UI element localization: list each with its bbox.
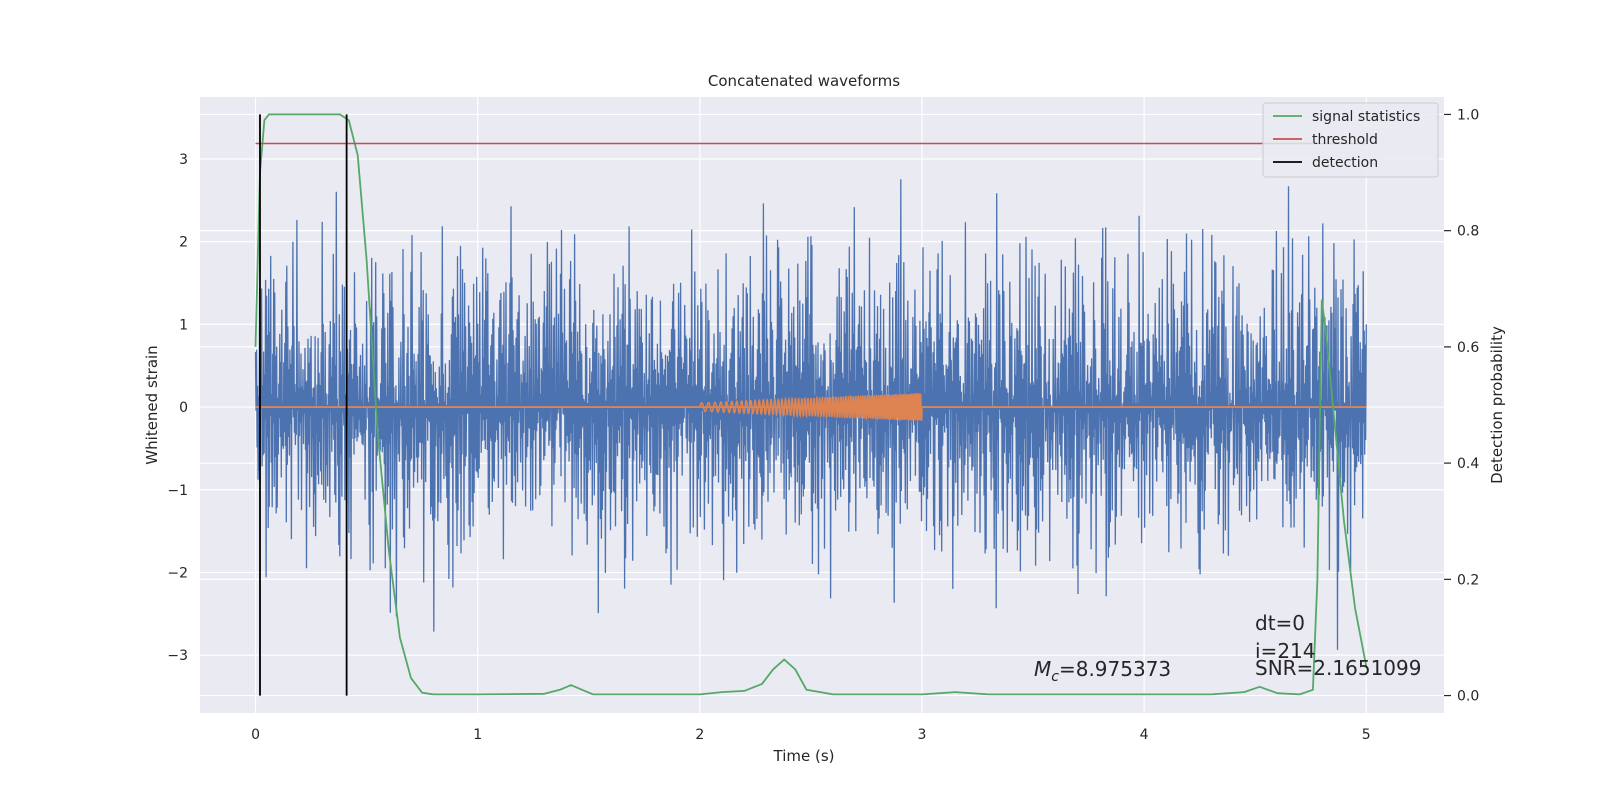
x-tick-label: 1 bbox=[473, 727, 482, 743]
signal-statistics-line bbox=[254, 113, 1368, 696]
x-axis-label: Time (s) bbox=[773, 747, 835, 765]
y-tick-label: −1 bbox=[167, 483, 188, 499]
mc-symbol: M bbox=[1034, 657, 1051, 681]
detection-lines bbox=[259, 114, 348, 696]
x-tick-label: 2 bbox=[695, 727, 704, 743]
y-right-tick-label: 0.4 bbox=[1457, 456, 1479, 472]
chart-title: Concatenated waveforms bbox=[708, 72, 900, 90]
legend-label-threshold: threshold bbox=[1312, 132, 1378, 148]
signal-statistics-series bbox=[254, 113, 1368, 696]
whitened-strain-line bbox=[254, 179, 1367, 650]
y-tick-label: −2 bbox=[167, 565, 188, 581]
y-tick-label: 1 bbox=[179, 317, 188, 333]
x-tick-label: 5 bbox=[1362, 727, 1371, 743]
x-tick-label: 3 bbox=[918, 727, 927, 743]
legend-label-signal-statistics: signal statistics bbox=[1312, 109, 1420, 125]
y-right-tick-label: 0.6 bbox=[1457, 340, 1479, 356]
y-right-tick-label: 1.0 bbox=[1457, 107, 1479, 123]
y-right-tick-label: 0.0 bbox=[1457, 689, 1479, 705]
legend-box bbox=[1262, 102, 1439, 178]
y-tick-label: 0 bbox=[179, 400, 188, 416]
x-tick-label: 0 bbox=[251, 727, 260, 743]
chirp-waveform-series bbox=[255, 392, 1367, 423]
index-annotation: i=214 bbox=[1255, 639, 1316, 663]
y-tick-label: 2 bbox=[179, 235, 188, 251]
dt-annotation: dt=0 bbox=[1255, 611, 1305, 635]
mc-value: =8.975373 bbox=[1059, 657, 1171, 681]
y-axis-label: Whitened strain bbox=[143, 345, 161, 464]
y-right-tick-label: 0.8 bbox=[1457, 224, 1479, 240]
chirp-mass-annotation: Mc=8.975373 bbox=[1034, 657, 1171, 685]
y-right-axis-label: Detection probability bbox=[1488, 326, 1506, 484]
x-tick-label: 4 bbox=[1140, 727, 1149, 743]
legend: signal statistics threshold detection bbox=[1262, 102, 1439, 178]
snr-annotation: SNR=2.1651099 bbox=[1255, 656, 1421, 680]
annotations: Mc=8.975373 dt=0 i=214 SNR=2.1651099 bbox=[1034, 611, 1421, 685]
axis-ticks: 0 1 2 3 4 5 −3 −2 −1 0 1 2 3 0.0 0.2 0.4 0.6 0.8 1.0 bbox=[167, 107, 1479, 743]
y-right-tick-label: 0.2 bbox=[1457, 572, 1479, 588]
y-tick-label: −3 bbox=[167, 648, 188, 664]
mc-subscript: c bbox=[1051, 669, 1059, 685]
legend-label-detection: detection bbox=[1312, 155, 1378, 171]
whitened-strain-series bbox=[254, 179, 1367, 650]
y-tick-label: 3 bbox=[179, 152, 188, 168]
chirp-line bbox=[699, 392, 923, 423]
